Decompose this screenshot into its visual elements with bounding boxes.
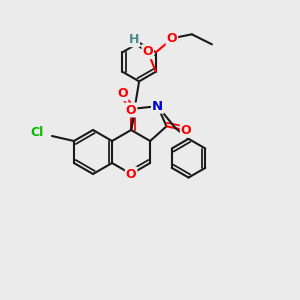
Text: O: O bbox=[181, 124, 191, 137]
Text: O: O bbox=[167, 32, 177, 45]
Text: N: N bbox=[152, 100, 163, 113]
Text: O: O bbox=[126, 103, 136, 116]
Text: O: O bbox=[142, 45, 153, 58]
Text: O: O bbox=[126, 167, 136, 181]
Text: O: O bbox=[117, 87, 128, 100]
Text: H: H bbox=[129, 33, 139, 46]
Text: Cl: Cl bbox=[30, 127, 44, 140]
